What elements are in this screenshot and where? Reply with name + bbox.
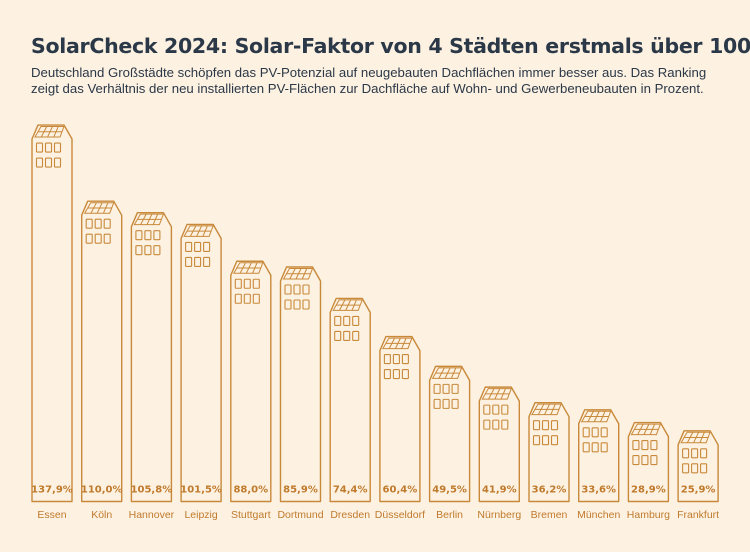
- windows-icon: [135, 230, 161, 256]
- x-tick-label: Dresden: [330, 509, 370, 521]
- solar-panel-icon: [34, 126, 65, 138]
- windows-icon: [433, 383, 459, 409]
- x-tick-label: Nürnberg: [477, 509, 521, 521]
- data-label: 85,9%: [283, 485, 318, 496]
- bar: [578, 409, 620, 503]
- data-label: 110,0%: [81, 485, 123, 496]
- bar-building-dresden: 74,4% Dresden: [329, 297, 371, 521]
- bar-building-münchen: 33,6% München: [577, 409, 620, 521]
- x-tick-label: Leipzig: [184, 509, 217, 521]
- windows-icon: [284, 284, 310, 310]
- windows-icon: [532, 420, 559, 446]
- bar: [677, 430, 719, 503]
- x-tick-label: Stuttgart: [231, 509, 271, 521]
- bar-building-berlin: 49,5% Berlin: [428, 365, 471, 521]
- solar-panel-icon: [431, 367, 463, 379]
- bar-building-nürnberg: 41,9% Nürnberg: [477, 386, 521, 521]
- x-tick-label: Düsseldorf: [375, 509, 425, 521]
- solar-panel-icon: [382, 337, 413, 350]
- x-tick-label: Dortmund: [277, 509, 323, 521]
- bar: [279, 266, 322, 503]
- bar: [31, 124, 73, 503]
- chart-title: SolarCheck 2024: Solar-Faktor von 4 Städ…: [31, 34, 750, 58]
- data-label: 36,2%: [532, 485, 567, 496]
- x-tick-label: Hannover: [129, 509, 175, 521]
- windows-icon: [334, 315, 360, 341]
- windows-icon: [632, 440, 658, 466]
- bar-building-hannover: 105,8% Hannover: [129, 211, 175, 521]
- x-tick-label: Hamburg: [627, 509, 670, 521]
- data-label: 41,9%: [482, 485, 517, 496]
- bar: [478, 386, 520, 503]
- solar-panel-icon: [83, 202, 115, 214]
- solar-panel-icon: [282, 267, 314, 280]
- x-tick-label: Bremen: [531, 509, 568, 521]
- solar-panel-icon: [183, 225, 214, 237]
- x-tick-label: München: [577, 509, 620, 521]
- solar-panel-icon: [481, 388, 513, 400]
- windows-icon: [383, 354, 409, 380]
- bar: [230, 260, 272, 503]
- bar-building-bremen: 36,2% Bremen: [528, 401, 570, 521]
- solar-panel-icon: [630, 423, 662, 436]
- solar-panel-icon: [680, 431, 711, 444]
- windows-icon: [85, 218, 111, 244]
- windows-icon: [582, 427, 608, 453]
- solar-panel-icon: [133, 213, 165, 226]
- bar-building-hamburg: 28,9% Hamburg: [627, 421, 670, 521]
- bar: [329, 297, 371, 503]
- x-tick-label: Frankfurt: [677, 509, 719, 521]
- bar: [428, 365, 471, 503]
- bar-building-essen: 137,9% Essen: [31, 124, 73, 521]
- data-label: 101,5%: [180, 485, 222, 496]
- chart-subtitle: Deutschland Großstädte schöpfen das PV-P…: [31, 65, 707, 96]
- bar-building-stuttgart: 88,0% Stuttgart: [230, 260, 272, 521]
- data-label: 60,4%: [383, 485, 418, 496]
- bar: [180, 223, 222, 503]
- bar-building-düsseldorf: 60,4% Düsseldorf: [375, 335, 425, 521]
- bar-building-dortmund: 85,9% Dortmund: [277, 266, 324, 521]
- windows-icon: [483, 404, 509, 430]
- bar: [379, 335, 421, 503]
- data-label: 74,4%: [333, 485, 368, 496]
- data-label: 137,9%: [31, 485, 73, 496]
- x-tick-label: Köln: [91, 509, 112, 521]
- bar-building-frankfurt: 25,9% Frankfurt: [677, 430, 719, 521]
- x-tick-label: Berlin: [436, 509, 463, 521]
- data-label: 88,0%: [233, 485, 268, 496]
- windows-icon: [682, 448, 708, 474]
- bar: [130, 211, 173, 503]
- data-label: 49,5%: [432, 485, 467, 496]
- data-label: 105,8%: [131, 485, 173, 496]
- data-label: 33,6%: [581, 485, 616, 496]
- data-label: 25,9%: [681, 485, 716, 496]
- solar-panel-icon: [232, 262, 264, 274]
- bar: [627, 421, 670, 503]
- data-label: 28,9%: [631, 485, 666, 496]
- x-tick-label: Essen: [37, 509, 66, 521]
- solar-panel-icon: [580, 410, 612, 423]
- windows-icon: [185, 241, 211, 267]
- bar-building-leipzig: 101,5% Leipzig: [180, 223, 222, 521]
- windows-icon: [234, 278, 260, 304]
- windows-icon: [35, 142, 62, 168]
- solar-panel-icon: [531, 403, 562, 416]
- bar: [81, 200, 123, 503]
- bar-building-köln: 110,0% Köln: [81, 200, 123, 521]
- bar: [528, 401, 570, 503]
- solar-panel-icon: [332, 299, 363, 311]
